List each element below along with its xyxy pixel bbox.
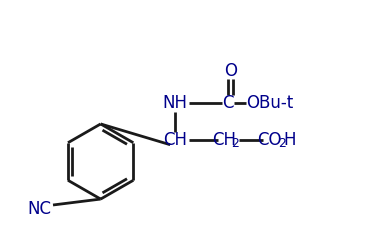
Text: OBu-t: OBu-t bbox=[246, 94, 294, 112]
Text: NC: NC bbox=[27, 200, 51, 218]
Text: CO: CO bbox=[257, 131, 282, 149]
Text: C: C bbox=[222, 94, 234, 112]
Text: CH: CH bbox=[163, 131, 187, 149]
Text: H: H bbox=[283, 131, 296, 149]
Text: 2: 2 bbox=[231, 137, 238, 150]
Text: 2: 2 bbox=[278, 137, 286, 150]
Text: NH: NH bbox=[163, 94, 188, 112]
Text: O: O bbox=[224, 62, 237, 80]
Text: CH: CH bbox=[212, 131, 236, 149]
